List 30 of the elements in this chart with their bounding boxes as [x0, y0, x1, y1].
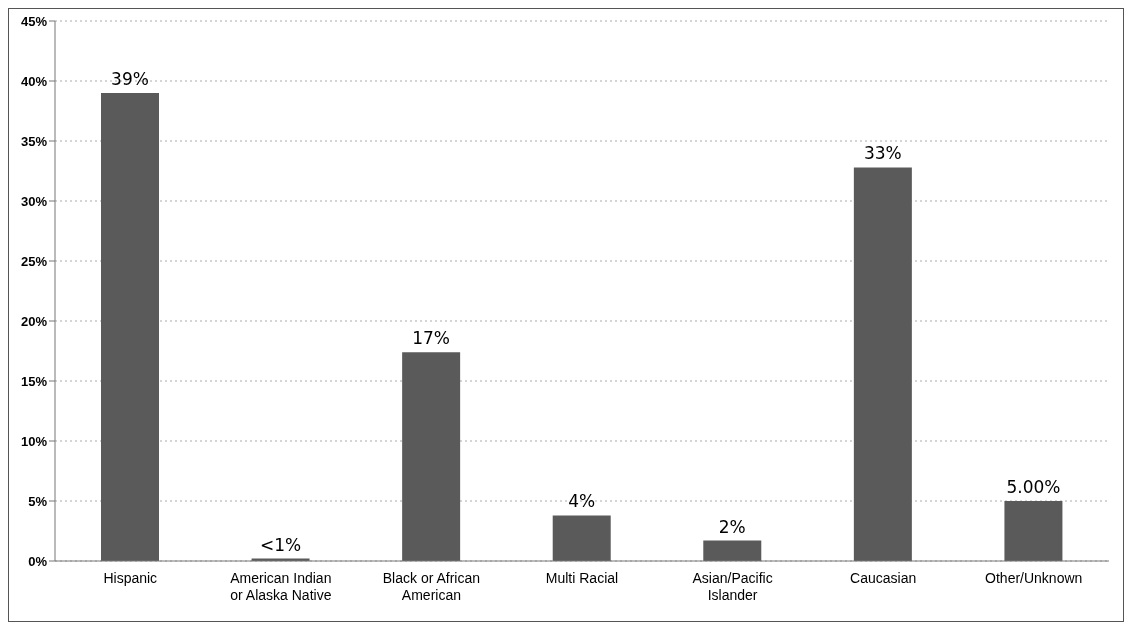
bar [101, 93, 159, 561]
data-label: <1% [259, 534, 302, 555]
y-tick-label: 5% [28, 493, 48, 509]
data-label: 2% [718, 516, 746, 537]
x-tick-label: Other/Unknown [985, 570, 1083, 586]
bar [552, 515, 611, 561]
x-tick-label: Asian/Pacific Islander [692, 570, 773, 603]
y-tick-label: 45% [20, 13, 48, 29]
y-tick-label: 30% [20, 193, 48, 209]
y-tick-label: 10% [20, 433, 48, 449]
y-tick-label: 35% [20, 133, 48, 149]
y-tick-label: 0% [28, 553, 48, 569]
y-tick-label: 40% [20, 73, 48, 89]
y-tick-label: 20% [20, 313, 48, 329]
data-label: 33% [863, 143, 902, 164]
x-tick-label: Hispanic [103, 570, 158, 586]
data-label: 5.00% [1006, 477, 1061, 497]
bar [1004, 501, 1063, 561]
x-tick-label: Caucasian [850, 570, 917, 586]
bar [402, 352, 461, 561]
x-tick-label: American Indian or Alaska Native [230, 570, 332, 603]
data-label: 39% [111, 69, 149, 89]
bar [703, 540, 762, 561]
data-label: 17% [412, 328, 451, 349]
y-tick-label: 15% [20, 373, 48, 389]
data-label: 4% [568, 491, 596, 512]
x-tick-label: Black or African American [382, 570, 481, 603]
bar [853, 167, 912, 561]
y-tick-label: 25% [20, 253, 48, 269]
x-tick-label: Multi Racial [545, 570, 619, 586]
